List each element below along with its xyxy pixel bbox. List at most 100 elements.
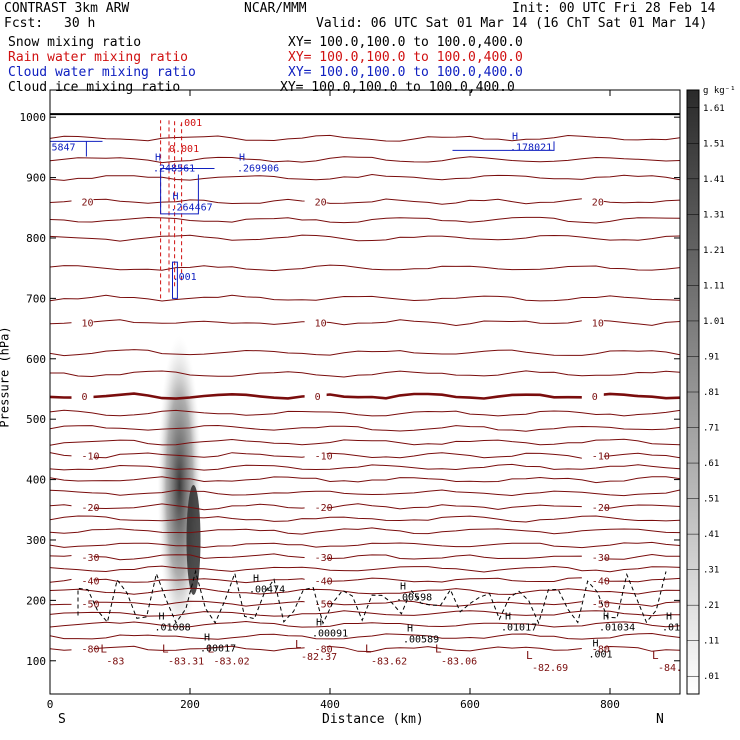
temp-contour--10 — [50, 452, 680, 459]
forecast-hours: 30 h — [64, 16, 96, 31]
cloudwater-field-xy: XY= 100.0,100.0 to 100.0,400.0 — [288, 65, 523, 80]
water-max-value-5: .001 — [173, 272, 197, 283]
y-axis-title: Pressure (hPa) — [0, 326, 12, 428]
temp-label--80-0: -80 — [82, 645, 100, 656]
temp-min-value-6: -82.69 — [532, 663, 568, 674]
temp-contour--50 — [50, 600, 680, 607]
y-tick-label-700: 700 — [26, 292, 46, 305]
temp-label-bg — [304, 550, 327, 562]
temp-label-bg — [304, 500, 327, 512]
y-tick-label-100: 100 — [26, 655, 46, 668]
temp-label-bg — [71, 449, 94, 461]
temp-label-bg — [71, 390, 94, 402]
model-title: CONTRAST 3km ARW — [4, 1, 130, 16]
temp-contour-minor — [50, 527, 680, 535]
colorbar-label-15: 1.51 — [703, 139, 725, 149]
cloud-ice-contour — [77, 569, 667, 625]
temp-label-bg — [304, 316, 327, 328]
temp-label-0-0: 0 — [82, 392, 88, 403]
temp-contour-0 — [50, 392, 680, 400]
ice-max-value-5: .00598 — [396, 592, 432, 603]
temp-contour-minor — [50, 216, 680, 224]
south-label: S — [58, 712, 66, 727]
x-tick-label-0: 0 — [47, 698, 54, 711]
temp-contour-minor — [50, 632, 680, 640]
cloud-water-contour-left — [50, 140, 103, 157]
colorbar-label-12: 1.21 — [703, 246, 725, 256]
ice-max-value-4: .00474 — [249, 584, 285, 595]
water-max-marker-2: H — [239, 152, 245, 163]
temp-min-value-4: -83.62 — [371, 657, 407, 668]
colorbar-label-6: .61 — [703, 459, 719, 469]
temp-min-value-5: -83.06 — [441, 657, 477, 668]
temp-contour-minor — [50, 587, 680, 595]
ice-max-value-1: .00091 — [312, 629, 348, 640]
temp-contour-20 — [50, 198, 680, 205]
rain-value-1: .001 — [178, 118, 202, 129]
y-tick-label-800: 800 — [26, 232, 46, 245]
water-max-value-2: .269906 — [237, 163, 279, 174]
temp-contour-minor — [50, 234, 680, 242]
ice-max-value-0: .00017 — [200, 644, 236, 655]
temp-label-bg — [581, 597, 604, 609]
ice-max-marker-2: H — [407, 624, 413, 635]
temp-contour-minor — [50, 424, 680, 432]
ice-max-value-9: .001 — [589, 650, 613, 661]
y-tick-label-500: 500 — [26, 413, 46, 426]
cloudice-field-name: Cloud ice mixing ratio — [8, 80, 181, 95]
init-time: Init: 00 UTC Fri 28 Feb 14 — [512, 1, 716, 16]
temp-label-10-1: 10 — [315, 319, 327, 330]
x-tick-label-600: 600 — [460, 698, 480, 711]
temp-label-bg — [581, 316, 604, 328]
temp-label--30-2: -30 — [592, 553, 610, 564]
north-label: N — [656, 712, 664, 727]
temp-label--50-2: -50 — [592, 599, 610, 610]
temp-label-bg — [304, 390, 327, 402]
temp-contour-minor — [50, 620, 680, 628]
temp-label-bg — [581, 550, 604, 562]
temp-min-value-1: -83.31 — [168, 657, 204, 668]
colorbar-label-8: .81 — [703, 388, 719, 398]
colorbar-label-14: 1.41 — [703, 175, 725, 185]
temp-label-bg — [71, 195, 94, 207]
temp-contour-minor — [50, 173, 680, 181]
water-max-marker-0: H — [173, 192, 179, 203]
water-max-value-0: .264467 — [171, 203, 213, 214]
colorbar-label-10: 1.01 — [703, 317, 725, 327]
temp-min-marker-1: L — [162, 643, 169, 656]
rain-field-xy: XY= 100.0,100.0 to 100.0,400.0 — [288, 50, 523, 65]
water-max-value-3: .178021 — [510, 142, 552, 153]
temp-contour-minor — [50, 541, 680, 549]
ice-max-marker-4: H — [253, 573, 259, 584]
temp-min-value-3: -82.37 — [301, 652, 337, 663]
plot-frame — [49, 89, 681, 695]
temp-min-value-0: -83 — [106, 657, 124, 668]
temp-label--40-0: -40 — [82, 576, 100, 587]
temp-label-bg — [304, 597, 327, 609]
temp-label-20-2: 20 — [592, 198, 604, 209]
ice-max-value-7: .01034 — [599, 623, 635, 634]
temp-contour-minor — [50, 370, 680, 378]
rain-field-name: Rain water mixing ratio — [8, 50, 189, 65]
ice-max-marker-5: H — [400, 581, 406, 592]
y-tick-label-200: 200 — [26, 594, 46, 607]
colorbar-label-3: .31 — [703, 566, 719, 576]
water-max-value-4: 5847 — [52, 142, 76, 153]
temp-contour-minor — [50, 438, 680, 446]
temp-label--10-0: -10 — [82, 451, 100, 462]
colorbar-label-4: .41 — [703, 530, 719, 540]
temp-label-bg — [71, 550, 94, 562]
temp-contour-minor — [50, 489, 680, 497]
x-tick-label-200: 200 — [180, 698, 200, 711]
temp-label-10-0: 10 — [82, 319, 94, 330]
temp-label-bg — [71, 642, 94, 654]
y-tick-label-900: 900 — [26, 172, 46, 185]
temp-label-bg — [581, 500, 604, 512]
ice-max-marker-3: H — [159, 612, 165, 623]
water-max-marker-3: H — [512, 131, 518, 142]
rain-value-0: 0.001 — [169, 144, 199, 155]
cloudice-field-xy: XY= 100.0,100.0 to 100.0,400.0 — [280, 80, 515, 95]
temp-min-marker-5: L — [435, 643, 442, 656]
ice-max-value-2: .00589 — [403, 635, 439, 646]
